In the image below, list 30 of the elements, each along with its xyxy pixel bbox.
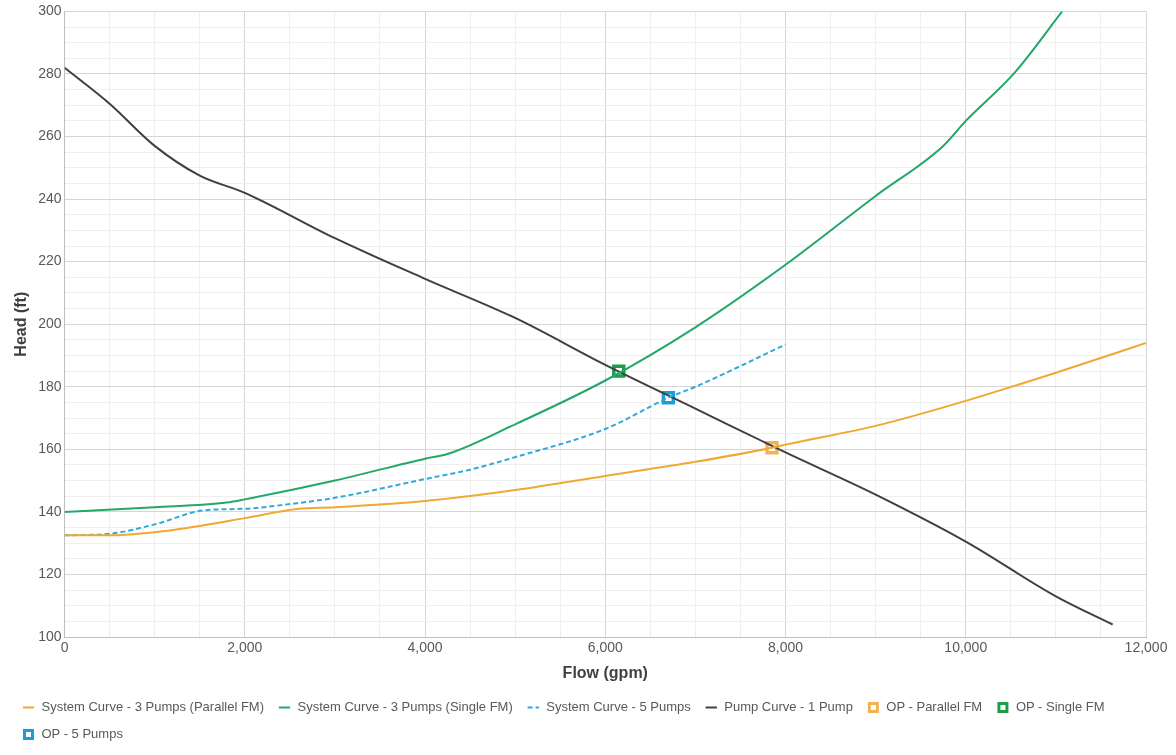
legend-label: System Curve - 3 Pumps (Single FM) <box>297 699 513 715</box>
legend-label: OP - Single FM <box>1015 699 1105 715</box>
x-tick-label: 10,000 <box>944 639 988 656</box>
line-series <box>64 341 1146 537</box>
x-tick-label: 0 <box>60 639 69 656</box>
x-tick-label: 8,000 <box>768 639 804 656</box>
x-axis-title: Flow (gpm) <box>562 663 648 681</box>
y-tick-label: 260 <box>38 127 62 144</box>
y-tick-label: 300 <box>38 2 62 19</box>
legend-label: System Curve - 5 Pumps <box>546 699 692 715</box>
x-tick-label: 4,000 <box>407 639 443 656</box>
y-tick-label: 140 <box>38 502 62 519</box>
x-tick-label: 6,000 <box>587 639 623 656</box>
legend-label: OP - 5 Pumps <box>41 726 124 742</box>
x-tick-label: 2,000 <box>227 639 263 656</box>
y-tick-label: 120 <box>38 565 62 582</box>
legend-label: OP - Parallel FM <box>886 699 983 715</box>
y-tick-label: 280 <box>38 64 62 81</box>
y-tick-label: 100 <box>38 627 62 644</box>
y-axis-title: Head (ft) <box>12 291 30 357</box>
line-series <box>64 11 1064 513</box>
legend-label: System Curve - 3 Pumps (Parallel FM) <box>41 699 264 715</box>
line-series <box>64 66 1114 626</box>
x-tick-label: 12,000 <box>1124 639 1168 656</box>
y-tick-label: 160 <box>38 440 62 457</box>
y-tick-label: 180 <box>38 377 62 394</box>
legend-label: Pump Curve - 1 Pump <box>724 699 853 715</box>
y-tick-label: 220 <box>38 252 62 269</box>
y-tick-label: 200 <box>38 315 62 332</box>
y-tick-label: 240 <box>38 189 62 206</box>
